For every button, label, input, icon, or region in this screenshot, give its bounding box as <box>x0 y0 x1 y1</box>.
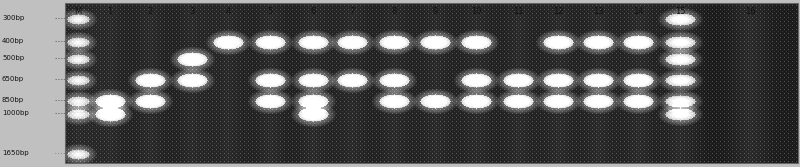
Text: 9: 9 <box>432 7 438 16</box>
Text: 13: 13 <box>593 7 603 16</box>
Text: 15: 15 <box>674 7 686 16</box>
Text: 3: 3 <box>190 7 194 16</box>
Text: 14: 14 <box>633 7 643 16</box>
Text: 300bp: 300bp <box>2 15 24 21</box>
Text: 12: 12 <box>553 7 563 16</box>
Text: 7: 7 <box>350 7 354 16</box>
Text: 1650bp: 1650bp <box>2 150 29 156</box>
Text: 5: 5 <box>267 7 273 16</box>
Text: M: M <box>74 7 82 16</box>
Text: 4: 4 <box>226 7 230 16</box>
Text: 6: 6 <box>310 7 316 16</box>
Bar <box>798 0 800 167</box>
Bar <box>0 0 800 3</box>
Text: 10: 10 <box>470 7 482 16</box>
Text: 11: 11 <box>513 7 523 16</box>
Text: 500bp: 500bp <box>2 55 24 61</box>
Bar <box>0 0 65 167</box>
Text: 16: 16 <box>745 7 755 16</box>
Text: 1000bp: 1000bp <box>2 110 29 116</box>
Text: 8: 8 <box>391 7 397 16</box>
Text: 400bp: 400bp <box>2 38 24 44</box>
Text: 650bp: 650bp <box>2 76 24 82</box>
Bar <box>0 163 800 167</box>
Text: 850bp: 850bp <box>2 97 24 103</box>
Text: 2: 2 <box>147 7 153 16</box>
Text: 1: 1 <box>107 7 113 16</box>
